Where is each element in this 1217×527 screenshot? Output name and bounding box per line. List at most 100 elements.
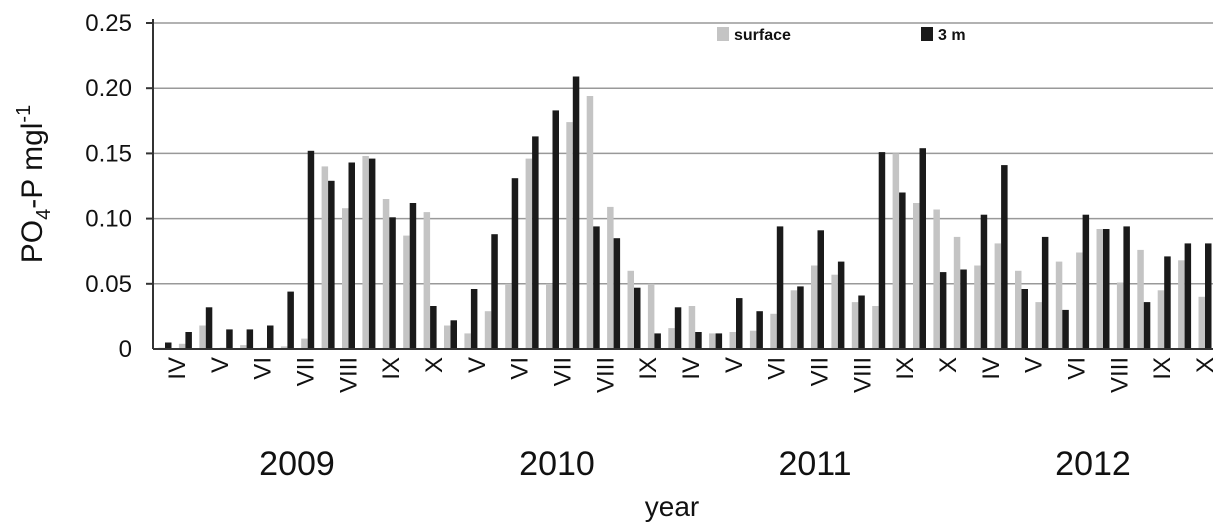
bar-3m [1041,236,1049,349]
bar-3m [1164,256,1171,349]
month-label: IX [635,357,662,380]
bar-surface [647,283,655,349]
bar-surface [382,199,390,349]
bar-3m [654,333,661,349]
month-labels: IV V VI VII VIII IX X V VI VII VIII IX IV V VI VII VIII I… [164,357,1217,393]
bar-surface [872,306,879,349]
month-label: X [421,357,448,373]
month-label: VI [507,357,534,380]
month-label: IX [892,357,919,380]
bar-surface [729,332,736,349]
bar-3m [287,291,294,349]
bar-3m [878,152,886,349]
bar-surface [811,265,818,349]
month-label: IV [678,357,705,380]
y-axis-label-superscript: -1 [13,105,35,123]
y-axis-label: PO4-P mgl-1 [13,105,55,263]
bar-3m [328,180,335,349]
bar-3m [776,226,784,349]
bar-3m [1123,226,1130,349]
month-label: V [721,357,748,373]
bar-3m [267,325,274,349]
month-label: VIII [1106,357,1133,393]
bar-3m [980,214,988,349]
bar-surface [974,265,981,349]
bar-surface [505,283,512,349]
bar-3m [858,295,865,349]
bar-3m [552,110,559,350]
x-axis-label: year [645,491,699,522]
bar-3m [165,342,172,349]
month-label: X [935,357,962,373]
bar-3m [246,329,254,349]
month-label: VII [293,357,320,386]
bar-3m [919,148,926,349]
y-axis-ticks: 0 0.05 0.10 0.15 0.20 0.25 [85,10,132,363]
bar-3m [205,307,213,349]
bar-surface [831,274,838,349]
month-label: IV [164,357,191,380]
bar-surface [403,235,410,349]
bar-surface [525,158,533,349]
month-label: V [1021,357,1048,373]
y-tick-label: 0 [119,336,132,363]
year-label: 2011 [778,445,851,483]
bar-3m [307,150,315,349]
bar-3m [470,289,478,349]
bar-surface [1137,249,1144,349]
bar-surface [892,153,900,349]
bar-surface [953,236,961,349]
bar-surface [1178,260,1185,349]
bar-3m [348,162,355,349]
bar-surface [668,328,675,349]
month-label: IX [1149,357,1176,380]
legend: surface 3 m [717,27,966,44]
axes [146,19,1213,350]
bar-surface [546,283,553,349]
bar-surface [301,338,308,349]
bar-surface [484,311,492,349]
bar-surface [994,243,1002,349]
bar-3m [715,333,723,349]
bar-3m [1001,165,1008,349]
bar-3m [899,192,906,349]
y-axis-label-subscript: 4 [33,209,55,220]
bar-3m [185,332,192,349]
bar-3m [939,272,947,349]
month-label: VI [1064,357,1091,380]
y-axis-label-unit: -P mgl [16,123,49,209]
bar-surface [280,346,288,349]
bar-3m [837,261,845,349]
bar-3m [532,136,539,349]
bar-3m [1205,243,1212,349]
bar-3m [674,307,682,349]
bar-surface [1015,270,1022,349]
bar-surface [464,333,471,349]
bar-3m [572,76,580,349]
y-tick-label: 0.15 [85,140,132,167]
bar-3m [368,158,376,349]
bar-surface [851,302,859,349]
bar-3m [1184,243,1192,349]
bar-surface [566,122,573,349]
bar-surface [1096,229,1103,349]
month-label: IV [978,357,1005,380]
bar-surface [423,212,431,349]
bar-surface [627,270,634,349]
bar-3m [634,287,641,349]
month-label: VIII [592,357,619,393]
bars [158,76,1212,350]
month-label: V [464,357,491,373]
bar-surface [709,333,716,349]
bar-3m [736,298,743,349]
bar-surface [342,208,349,349]
bar-3m [756,311,763,349]
bar-surface [1198,296,1205,349]
bar-surface [933,209,940,349]
month-label: VIII [335,357,362,393]
month-label: VIII [849,357,876,393]
month-label: VII [550,357,577,386]
bar-3m [511,178,519,349]
bar-surface [240,345,247,349]
month-label: VII [807,357,834,386]
